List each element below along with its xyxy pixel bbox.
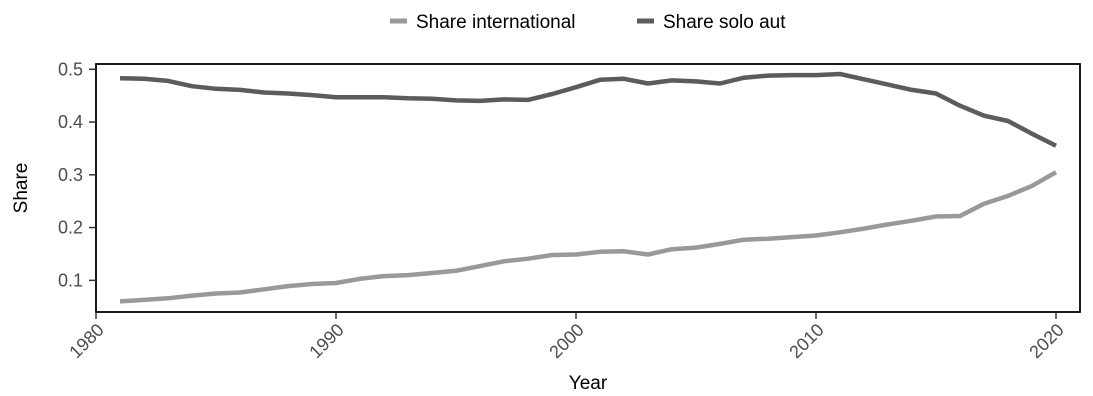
x-axis-ticks: 1980 1990 2000 2010 2020 — [65, 312, 1068, 362]
x-tick-label: 1990 — [305, 320, 347, 362]
series-line-1 — [119, 71, 1058, 148]
series-layer — [119, 71, 1058, 304]
x-axis-title: Year — [569, 373, 608, 394]
series-line-0 — [119, 170, 1058, 304]
legend-label-0: Share international — [416, 12, 576, 33]
legend: Share international Share solo aut — [390, 12, 786, 33]
x-tick-label: 2020 — [1025, 320, 1067, 362]
legend-label-1: Share solo aut — [663, 12, 786, 33]
x-tick-label: 2010 — [785, 320, 827, 362]
plot-frame — [95, 63, 1081, 313]
y-tick-label: 0.3 — [58, 165, 83, 185]
y-tick-label: 0.4 — [58, 112, 83, 132]
x-tick-label: 1980 — [65, 320, 107, 362]
x-tick-label: 2000 — [545, 320, 587, 362]
y-axis-title: Share — [11, 163, 32, 214]
y-tick-label: 0.2 — [58, 218, 83, 238]
y-tick-label: 0.1 — [58, 270, 83, 290]
y-tick-label: 0.5 — [58, 59, 83, 79]
y-axis-ticks: 0.1 0.2 0.3 0.4 0.5 — [58, 59, 96, 290]
